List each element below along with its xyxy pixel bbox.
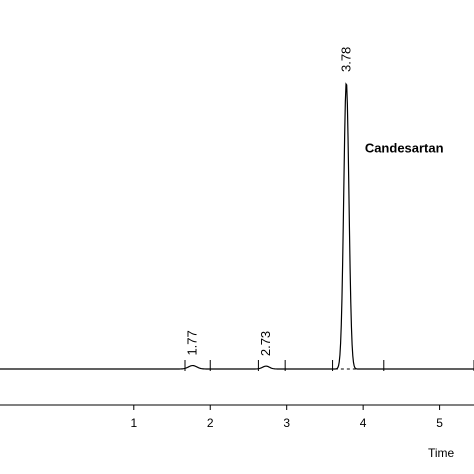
x-axis-title: Time [428, 446, 455, 460]
x-tick-label-4: 4 [360, 416, 367, 430]
x-tick-label-5: 5 [436, 416, 443, 430]
axis-layer: 1 2 3 4 5 [0, 404, 474, 430]
annotation-candesartan: Candesartan [365, 140, 444, 155]
chromatogram-trace [0, 82, 474, 370]
trace-layer [0, 82, 474, 371]
peak-label-3: 3.78 [338, 47, 353, 72]
peak-label-1: 1.77 [185, 330, 200, 355]
x-tick-label-2: 2 [207, 416, 214, 430]
x-tick-label-1: 1 [130, 416, 137, 430]
peak-label-2: 2.73 [258, 331, 273, 356]
label-layer: 1.77 2.73 3.78 [185, 47, 354, 356]
x-tick-label-3: 3 [283, 416, 290, 430]
